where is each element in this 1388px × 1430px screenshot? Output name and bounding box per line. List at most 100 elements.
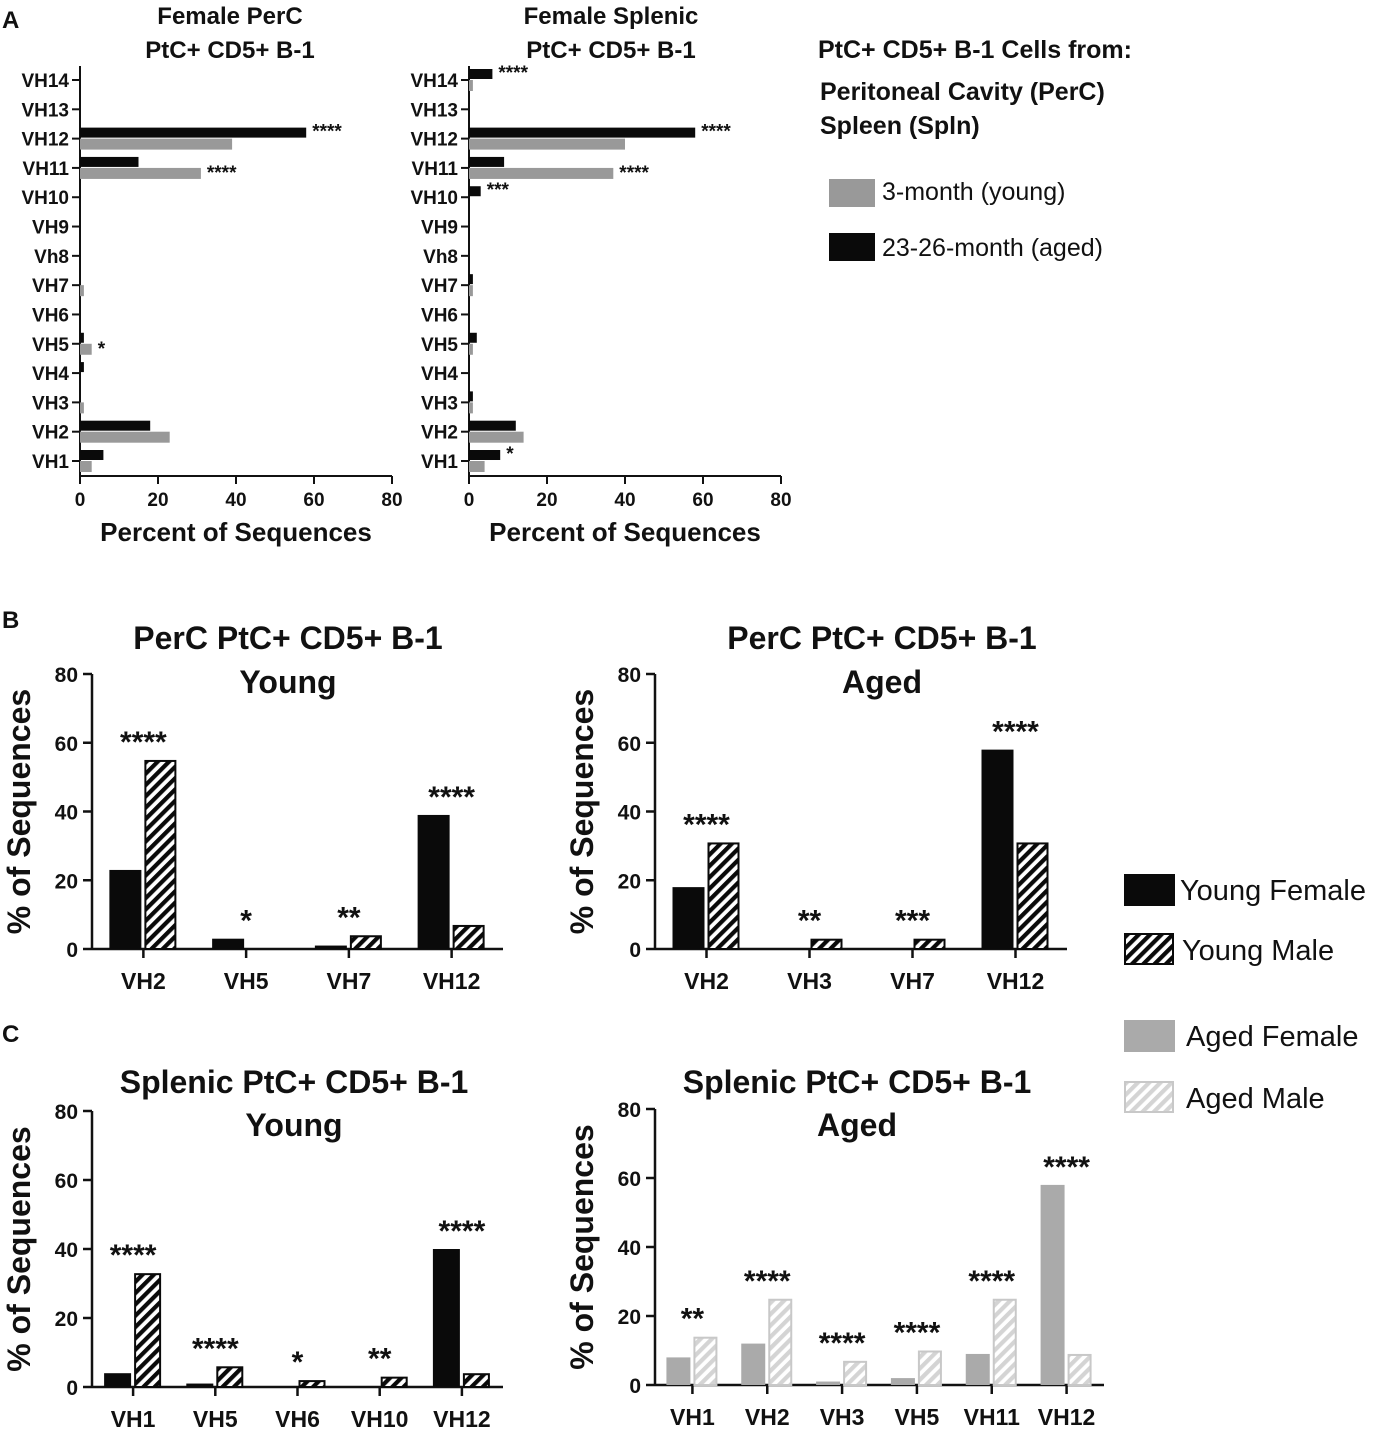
bar-young (469, 461, 485, 472)
bar-young (80, 461, 92, 472)
category-label: VH3 (820, 1404, 865, 1430)
panel-label-b: B (2, 607, 19, 634)
category-label: Vh8 (34, 247, 69, 268)
x-axis-label: Percent of Sequences (489, 517, 761, 547)
category-label: VH2 (745, 1404, 790, 1430)
legend-swatch-young (829, 179, 875, 207)
category-label: VH3 (421, 393, 458, 414)
category-label: VH7 (421, 276, 458, 297)
bar-female (212, 938, 245, 949)
category-label: VH13 (21, 100, 69, 121)
chart-title: Female PerC (157, 3, 302, 30)
category-label: VH4 (32, 364, 69, 385)
chart-title: Aged (817, 1107, 897, 1143)
bar-female (672, 887, 705, 949)
legend-swatch-aged-male (1124, 1081, 1174, 1113)
legend-item-young-female: Young Female (1180, 875, 1366, 907)
legend-item-young-male: Young Male (1182, 935, 1334, 967)
legend-item-aged-female: Aged Female (1186, 1021, 1359, 1053)
significance-label: **** (619, 163, 649, 184)
bar-aged (469, 186, 481, 197)
significance-label: * (240, 905, 252, 938)
bar-young (469, 285, 473, 297)
bar-young (469, 402, 473, 414)
bar-young (469, 343, 473, 355)
bar-aged (80, 127, 307, 138)
category-label: VH5 (421, 335, 458, 356)
bar-aged (469, 332, 477, 343)
x-tick-label: 40 (614, 490, 635, 511)
y-tick-label: 80 (55, 1101, 78, 1124)
category-label: VH6 (32, 305, 69, 326)
legend-item-young: 3-month (young) (882, 178, 1065, 206)
y-tick-label: 80 (618, 1099, 641, 1122)
bar-aged (469, 450, 501, 460)
bar-female (314, 945, 347, 949)
bar-male (380, 1376, 408, 1389)
x-tick-label: 80 (381, 490, 402, 511)
bar-female (890, 1378, 915, 1385)
bar-young (80, 402, 84, 414)
bar-young (469, 431, 524, 443)
bar-female (666, 1357, 691, 1385)
chart-title: Splenic PtC+ CD5+ B-1 (120, 1064, 469, 1100)
significance-label: **** (701, 122, 731, 143)
bar-aged (469, 156, 505, 167)
category-label: VH4 (421, 364, 458, 385)
bar-female (417, 814, 450, 949)
chart-splenic-young: Splenic PtC+ CD5+ B-1 Young % of Sequences… (1, 1064, 503, 1430)
chart-title: Young (239, 664, 336, 700)
significance-label: **** (110, 1239, 157, 1272)
significance-label: *** (487, 180, 510, 201)
panel-label-a: A (2, 7, 19, 34)
category-label: VH9 (32, 218, 69, 239)
significance-label: **** (1043, 1151, 1090, 1184)
legend-swatch-aged-female (1124, 1020, 1175, 1052)
bar-young (80, 138, 233, 150)
bar-female (104, 1373, 132, 1387)
significance-label: **** (428, 781, 475, 814)
category-label: VH5 (224, 968, 269, 994)
legend-a-title: PtC+ CD5+ B-1 Cells from: (818, 36, 1132, 64)
category-label: Vh8 (423, 247, 458, 268)
legend-panel-a: PtC+ CD5+ B-1 Cells from: Peritoneal Cav… (818, 36, 1132, 262)
legend-item-aged: 23-26-month (aged) (882, 234, 1103, 262)
bar-female (741, 1343, 766, 1385)
category-label: VH2 (421, 423, 458, 444)
bar-aged (80, 420, 151, 431)
category-label: VH5 (895, 1404, 940, 1430)
legend-panel-bc: Young Female Young Male Aged Female Aged… (1124, 874, 1366, 1115)
x-tick-label: 0 (75, 490, 86, 511)
chart-title: Aged (842, 664, 922, 700)
category-label: VH11 (964, 1404, 1020, 1430)
bar-young (469, 167, 614, 179)
x-tick-label: 60 (692, 490, 713, 511)
significance-label: **** (192, 1332, 239, 1365)
bar-young (80, 431, 170, 443)
y-tick-label: 80 (618, 664, 641, 687)
bar-aged (469, 420, 516, 431)
significance-label: * (506, 444, 514, 465)
category-label: VH6 (275, 1406, 320, 1430)
significance-label: **** (744, 1265, 791, 1298)
significance-label: *** (895, 905, 930, 938)
panel-label-c: C (2, 1021, 19, 1048)
legend-item-aged-male: Aged Male (1186, 1083, 1325, 1115)
chart-title: Young (245, 1107, 342, 1143)
significance-label: **** (312, 122, 342, 143)
significance-label: **** (120, 726, 167, 759)
bar-male (298, 1380, 326, 1388)
bar-female (965, 1353, 990, 1385)
bar-male (913, 938, 946, 950)
bar-aged (469, 69, 493, 79)
bar-aged (469, 274, 473, 285)
y-tick-label: 40 (55, 1239, 78, 1262)
significance-label: **** (439, 1215, 486, 1248)
y-tick-label: 0 (629, 1375, 641, 1398)
y-tick-label: 0 (629, 939, 641, 962)
category-label: VH10 (21, 188, 69, 209)
bar-male (462, 1373, 490, 1388)
y-axis-label: % of Sequences (564, 689, 600, 934)
chart-title: PtC+ CD5+ B-1 (145, 37, 314, 64)
